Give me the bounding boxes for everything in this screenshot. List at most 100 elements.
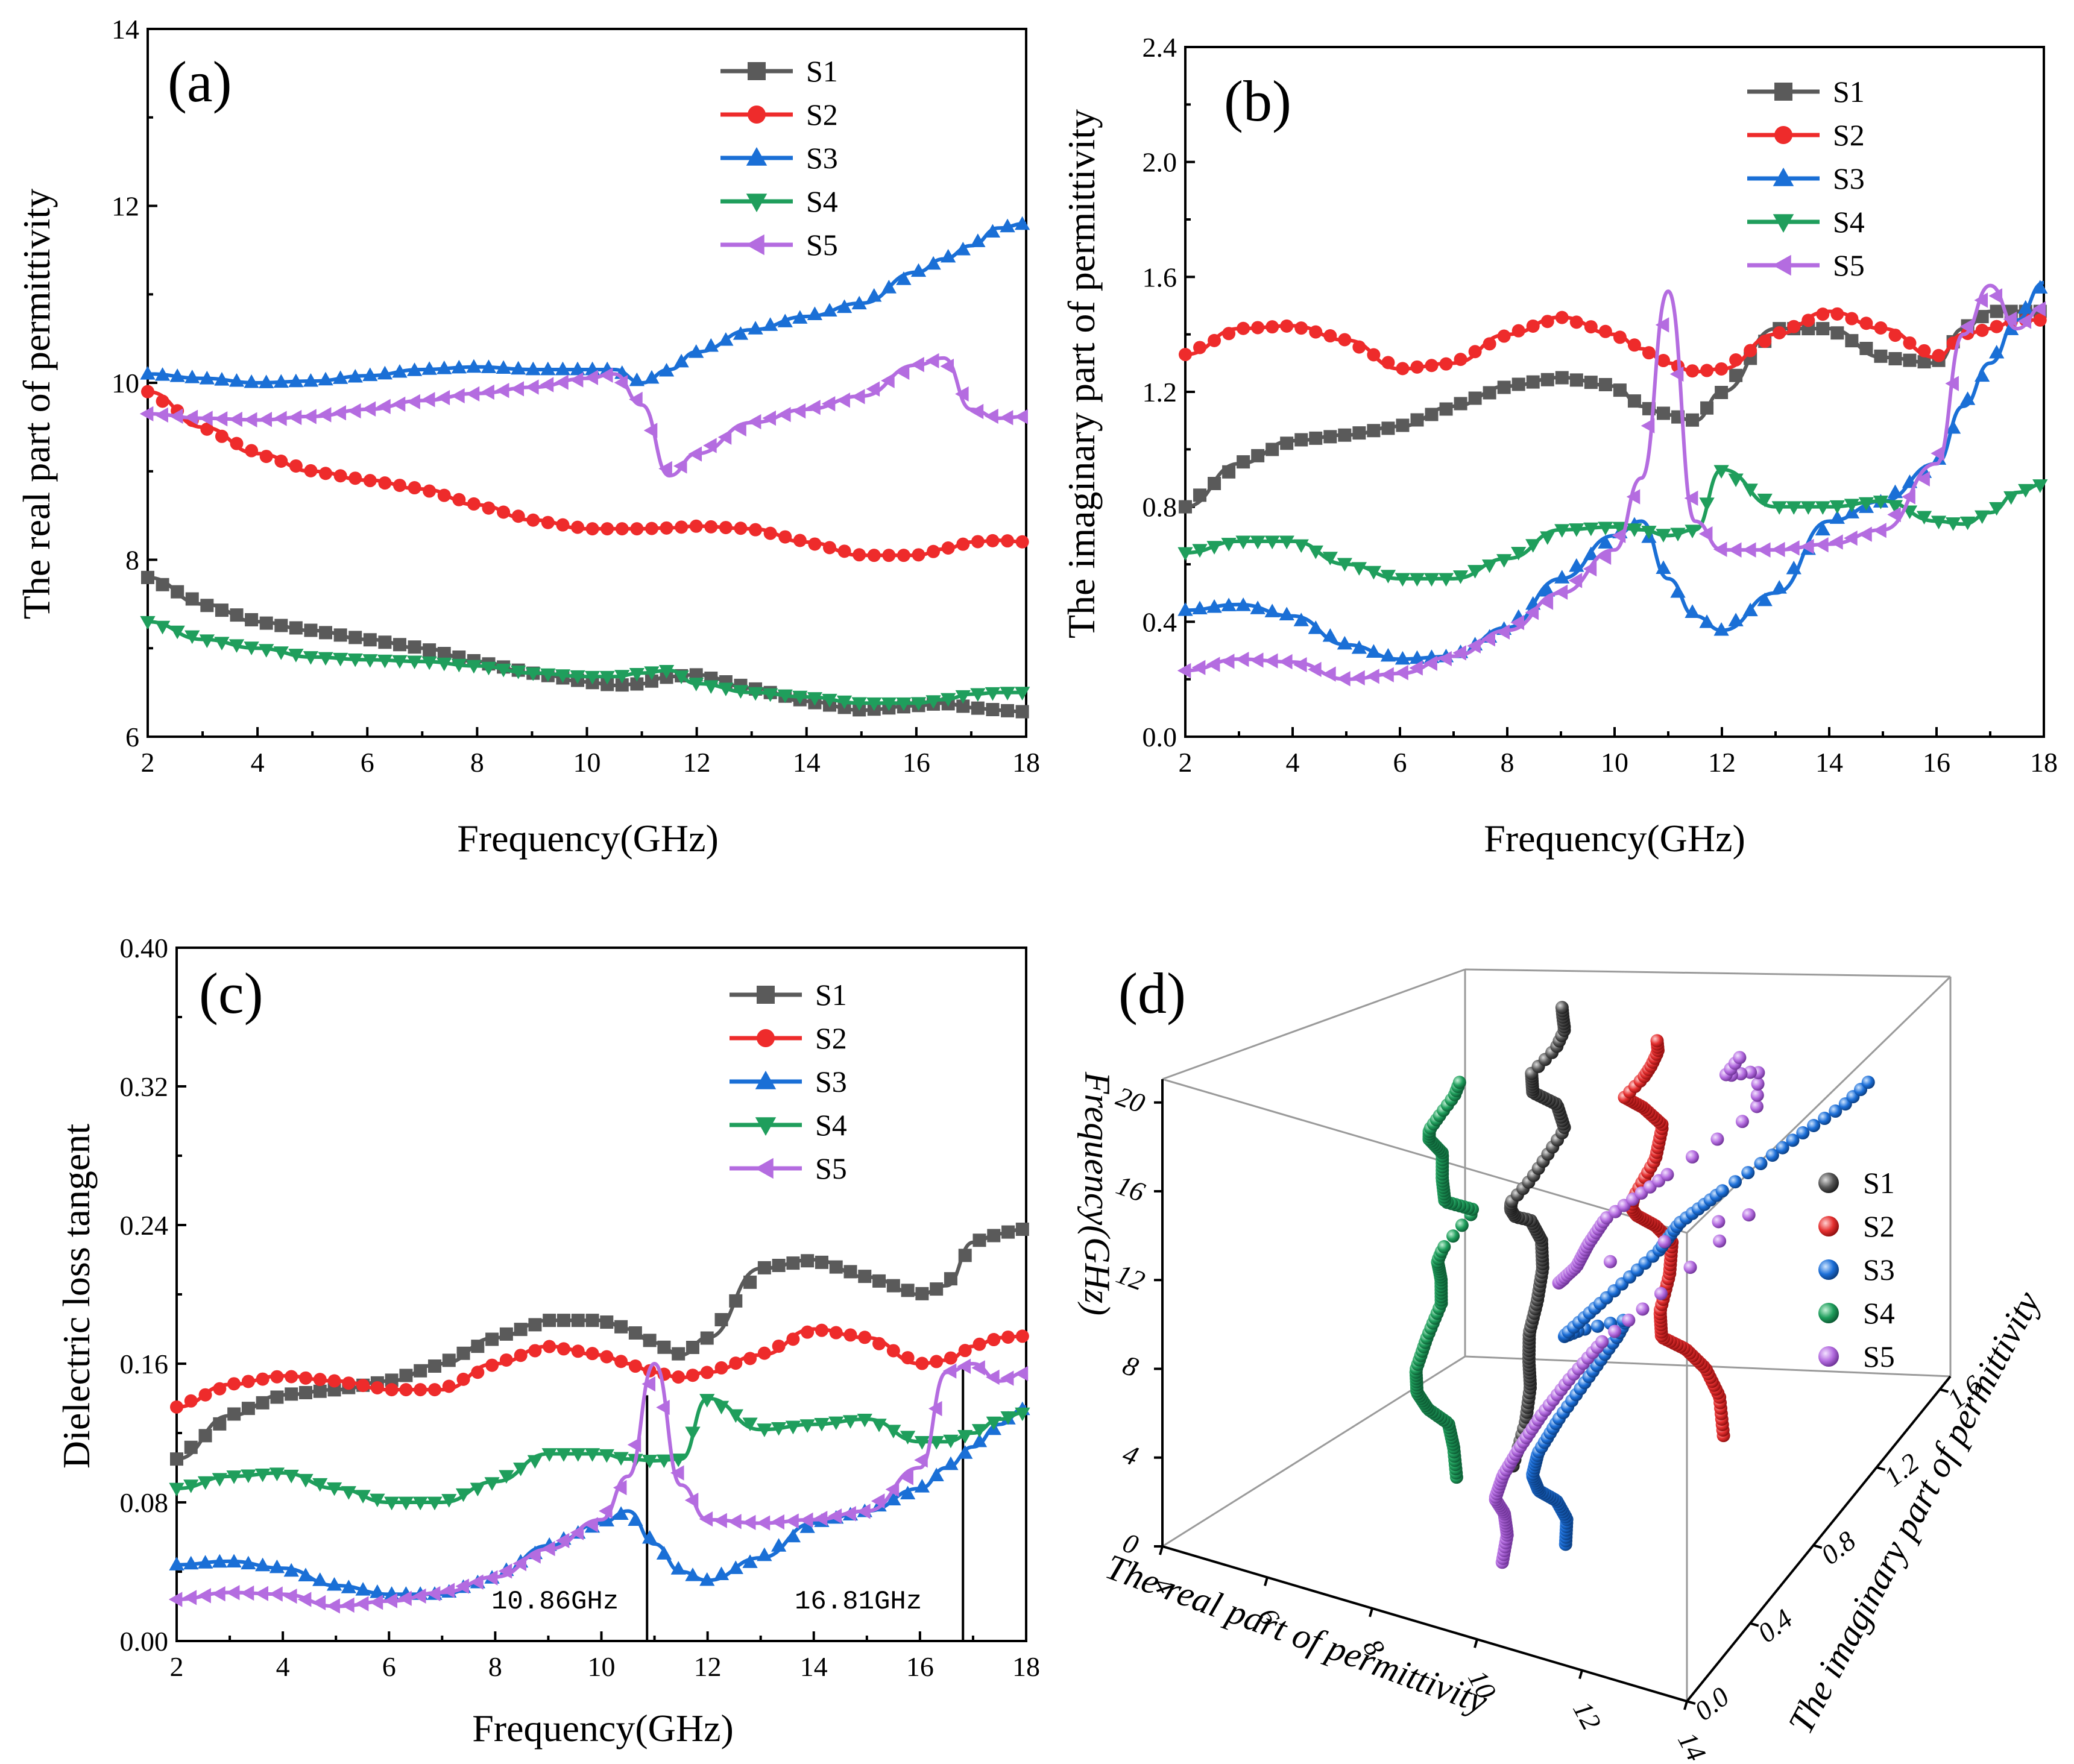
marker-s4 [384, 1496, 400, 1511]
marker-s3 [777, 313, 793, 327]
point-s4 [1446, 1229, 1460, 1243]
marker-s2 [645, 521, 658, 535]
marker-s3 [555, 361, 571, 376]
marker-s5 [857, 1504, 871, 1519]
y-tick-label: 2.4 [1143, 32, 1177, 63]
marker-s3 [733, 326, 749, 340]
point-s5 [1710, 1132, 1724, 1146]
marker-s3 [689, 344, 704, 358]
marker-s5 [1014, 1366, 1029, 1382]
marker-s4 [866, 697, 882, 711]
point-s2 [1650, 1034, 1664, 1048]
marker-s1 [171, 585, 184, 599]
marker-s5 [985, 408, 998, 424]
marker-s4 [1641, 526, 1657, 540]
point-s3 [1741, 1166, 1755, 1180]
y-tick-label: 16 [1112, 1170, 1149, 1208]
legend-marker-s1 [757, 986, 775, 1004]
marker-s4 [1554, 524, 1570, 538]
point-s5 [1595, 1335, 1609, 1349]
marker-s2 [1700, 364, 1714, 377]
marker-s2 [1237, 321, 1250, 335]
marker-s4 [229, 639, 245, 653]
marker-s1 [256, 1396, 269, 1410]
y-tick-label: 6 [125, 722, 139, 752]
marker-s5 [1496, 624, 1510, 640]
marker-s4 [470, 1482, 485, 1497]
marker-s5 [369, 1595, 383, 1610]
marker-s2 [1294, 321, 1308, 335]
marker-s5 [1206, 657, 1220, 672]
marker-s5 [742, 1514, 756, 1530]
legend-label-s2: S2 [815, 1021, 847, 1055]
marker-s5 [555, 374, 569, 390]
marker-s3 [941, 248, 956, 263]
marker-s4 [857, 1413, 872, 1428]
marker-s4 [685, 1426, 701, 1441]
marker-s5 [807, 400, 821, 415]
marker-s5 [1655, 317, 1669, 333]
marker-s1 [1555, 371, 1569, 385]
marker-s5 [1612, 528, 1626, 543]
marker-s3 [370, 1584, 385, 1598]
marker-s4 [499, 1470, 514, 1484]
z-tick-label: 0.0 [1689, 1681, 1735, 1727]
marker-s3 [1337, 635, 1352, 650]
marker-s4 [1235, 535, 1251, 550]
marker-s5 [441, 1583, 455, 1598]
marker-s5 [1452, 645, 1466, 661]
series-markers-s4 [169, 1394, 1030, 1511]
marker-s3 [628, 1512, 643, 1526]
marker-s5 [942, 1363, 957, 1379]
z-tick-label: 0.4 [1752, 1603, 1798, 1649]
marker-s5 [258, 412, 273, 427]
marker-s2 [556, 518, 570, 532]
marker-s3 [799, 1519, 815, 1533]
marker-s4 [1612, 521, 1628, 536]
marker-s1 [215, 603, 229, 617]
marker-s4 [377, 654, 393, 669]
marker-s3 [1177, 602, 1193, 616]
marker-s2 [342, 1376, 356, 1390]
marker-s3 [629, 372, 645, 386]
marker-s5 [391, 396, 406, 412]
marker-s1 [972, 1233, 986, 1247]
series-markers-s5 [1177, 288, 2046, 687]
marker-s3 [437, 361, 452, 374]
marker-s1 [184, 1440, 198, 1454]
marker-s4 [799, 1419, 815, 1433]
marker-s5 [1220, 654, 1235, 669]
marker-s2 [213, 1382, 227, 1396]
marker-s2 [1729, 353, 1743, 367]
marker-s4 [792, 690, 808, 705]
marker-s2 [456, 1372, 470, 1386]
marker-s3 [2032, 280, 2048, 294]
marker-s4 [466, 660, 482, 674]
marker-s3 [955, 241, 971, 256]
marker-s1 [348, 631, 362, 644]
panel-b: (b) Frequency(GHz) The imaginary part of… [1060, 32, 2058, 860]
legend-marker-s2 [757, 1029, 775, 1047]
marker-s3 [1014, 216, 1030, 230]
marker-s2 [1816, 307, 1830, 321]
marker-s2 [200, 422, 214, 436]
x-tick-label: 12 [683, 747, 711, 778]
marker-s4 [1685, 524, 1700, 538]
point-s3 [1818, 1112, 1832, 1126]
marker-s5 [900, 1470, 913, 1485]
y-tick-label: 14 [112, 14, 139, 45]
marker-s5 [1554, 584, 1568, 600]
marker-s4 [1583, 522, 1599, 537]
x-tick-label: 8 [488, 1651, 502, 1682]
legend-marker-s1 [1774, 83, 1792, 101]
marker-s4 [525, 667, 541, 681]
marker-s1 [1903, 353, 1917, 367]
marker-s3 [718, 332, 734, 346]
marker-s4 [1000, 687, 1015, 701]
marker-s4 [1771, 501, 1787, 515]
marker-s4 [1250, 535, 1266, 550]
marker-s1 [1468, 391, 1482, 405]
marker-s2 [399, 1383, 413, 1397]
marker-s2 [363, 474, 377, 488]
marker-s3 [599, 1513, 614, 1526]
